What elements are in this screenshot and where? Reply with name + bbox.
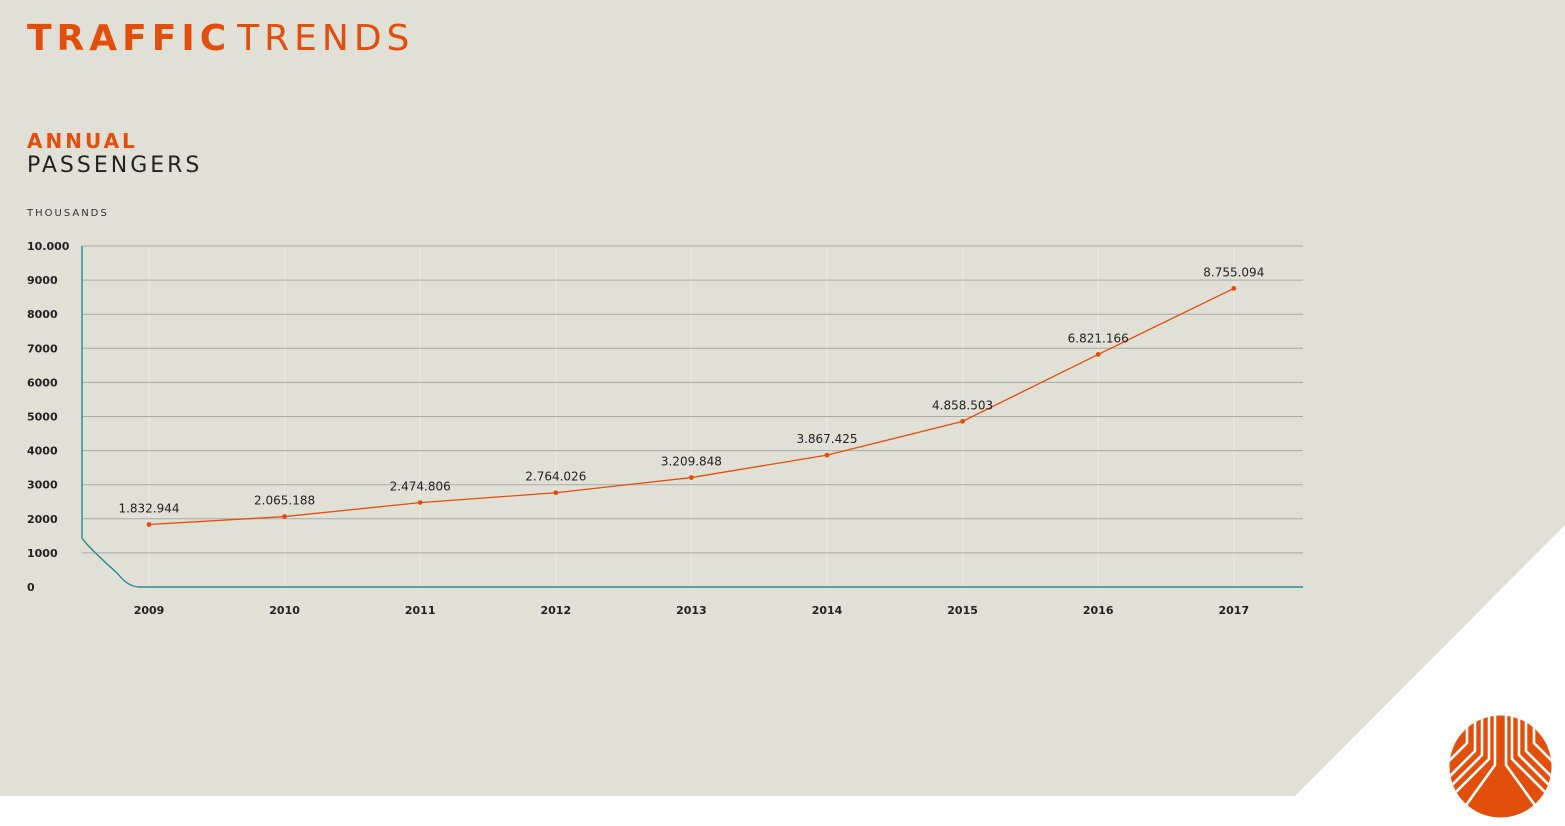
- data-point: [1231, 286, 1237, 291]
- y-tick-label: 5000: [27, 411, 58, 424]
- y-tick-label: 1000: [27, 547, 58, 560]
- x-tick-label: 2014: [812, 604, 843, 617]
- x-tick-label: 2011: [405, 604, 436, 617]
- data-label: 3.867.425: [796, 432, 857, 446]
- data-label: 3.209.848: [661, 455, 722, 469]
- x-tick-label: 2010: [269, 604, 300, 617]
- data-point: [553, 490, 559, 496]
- page-title: TRAFFIC TRENDS: [27, 18, 414, 59]
- data-point: [282, 514, 287, 519]
- title-light: TRENDS: [237, 18, 415, 59]
- x-tick-label: 2012: [540, 604, 571, 617]
- y-axis-unit-label: THOUSANDS: [27, 208, 109, 219]
- y-tick-label: 9000: [27, 274, 58, 287]
- data-label: 2.474.806: [390, 480, 451, 494]
- data-point: [824, 452, 830, 458]
- data-label: 2.065.188: [254, 494, 315, 508]
- chart-title-line2: PASSENGERS: [27, 153, 203, 178]
- y-tick-label: 3000: [27, 479, 58, 492]
- x-tick-label: 2009: [134, 604, 165, 617]
- y-tick-label: 7000: [27, 342, 58, 355]
- data-label: 2.764.026: [525, 470, 586, 484]
- x-tick-label: 2017: [1218, 604, 1249, 617]
- data-label: 4.858.503: [932, 398, 993, 412]
- axis-line: [81, 246, 1303, 588]
- data-point: [960, 418, 965, 424]
- chart-title-line1: ANNUAL: [27, 129, 138, 153]
- data-point: [689, 475, 694, 480]
- title-bold: TRAFFIC: [27, 18, 232, 59]
- y-tick-label: 2000: [27, 513, 58, 526]
- y-tick-label: 6000: [27, 376, 58, 389]
- x-tick-label: 2016: [1083, 604, 1114, 617]
- y-tick-label: 10.000: [27, 240, 70, 253]
- x-tick-label: 2013: [676, 604, 707, 617]
- data-label: 1.832.944: [118, 501, 179, 515]
- y-tick-label: 0: [27, 581, 35, 594]
- y-tick-label: 8000: [27, 308, 58, 321]
- x-tick-label: 2015: [947, 604, 978, 617]
- data-point: [146, 522, 152, 527]
- data-point: [1095, 351, 1101, 357]
- y-tick-label: 4000: [27, 445, 58, 458]
- data-label: 6.821.166: [1068, 331, 1129, 345]
- airport-logo-icon: [1449, 715, 1552, 818]
- data-label: 8.755.094: [1203, 265, 1264, 279]
- data-point: [417, 500, 423, 506]
